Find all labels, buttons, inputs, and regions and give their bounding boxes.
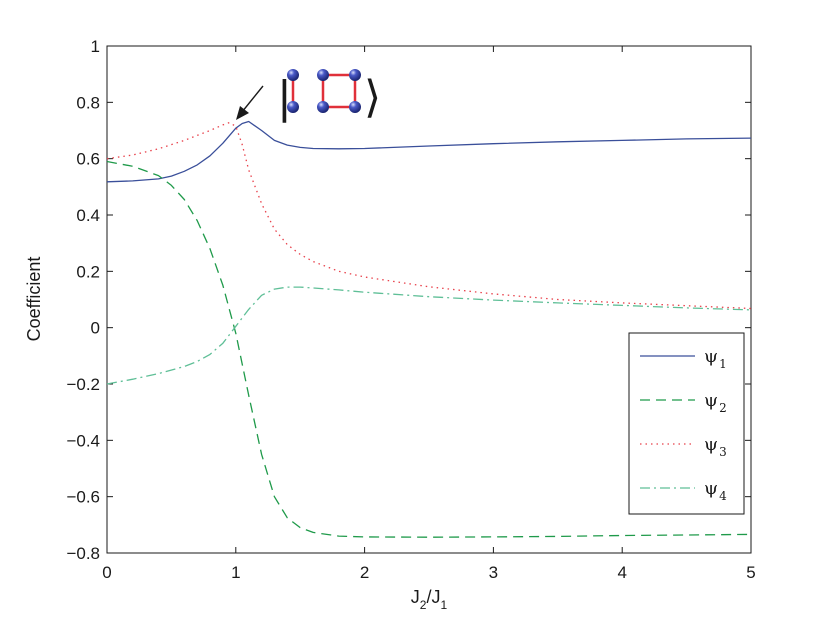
x-tick-label: 4 <box>617 563 626 582</box>
series-line-psi4 <box>106 286 752 385</box>
y-tick-label: −0.6 <box>66 488 100 507</box>
y-tick-label: 0 <box>91 319 100 338</box>
series-layer <box>106 120 752 538</box>
legend-label-psi3: ψ3 <box>704 434 727 459</box>
x-tick-label: 1 <box>231 563 240 582</box>
x-tick-label: 0 <box>102 563 111 582</box>
y-tick-label: 1 <box>91 37 100 56</box>
x-tick-label: 3 <box>489 563 498 582</box>
legend-label-psi1: ψ1 <box>704 346 727 371</box>
y-tick-label: 0.4 <box>76 206 100 225</box>
lattice-plaquette-right <box>317 69 361 113</box>
y-axis: −0.8 −0.6 −0.4 −0.2 0 0.2 0.4 0.6 0.8 1 <box>66 37 751 563</box>
y-tick-label: −0.4 <box>66 431 100 450</box>
lattice-plaquette-left <box>287 69 299 113</box>
x-tick-label: 5 <box>746 563 755 582</box>
x-axis: 0 1 2 3 4 5 <box>102 46 756 582</box>
legend-label-psi4: ψ4 <box>704 478 727 503</box>
y-tick-label: −0.2 <box>66 375 100 394</box>
y-tick-label: 0.2 <box>76 262 100 281</box>
legend: ψ1 ψ2 ψ3 ψ4 <box>628 332 745 515</box>
annotation-arrow <box>236 85 264 120</box>
legend-box <box>628 332 745 515</box>
series-line-psi2 <box>106 160 752 538</box>
x-tick-label: 2 <box>360 563 369 582</box>
ket-right-angle: ⟩ <box>364 72 381 123</box>
y-tick-label: 0.8 <box>76 93 100 112</box>
legend-label-psi2: ψ2 <box>704 390 727 415</box>
y-tick-label: −0.8 <box>66 544 100 563</box>
y-axis-label: Coefficient <box>24 257 44 342</box>
y-tick-label: 0.6 <box>76 150 100 169</box>
x-axis-label: J2/J1 <box>411 587 448 612</box>
series-line-psi1 <box>106 120 752 183</box>
state-ket-annotation: | ⟩ <box>236 69 381 123</box>
